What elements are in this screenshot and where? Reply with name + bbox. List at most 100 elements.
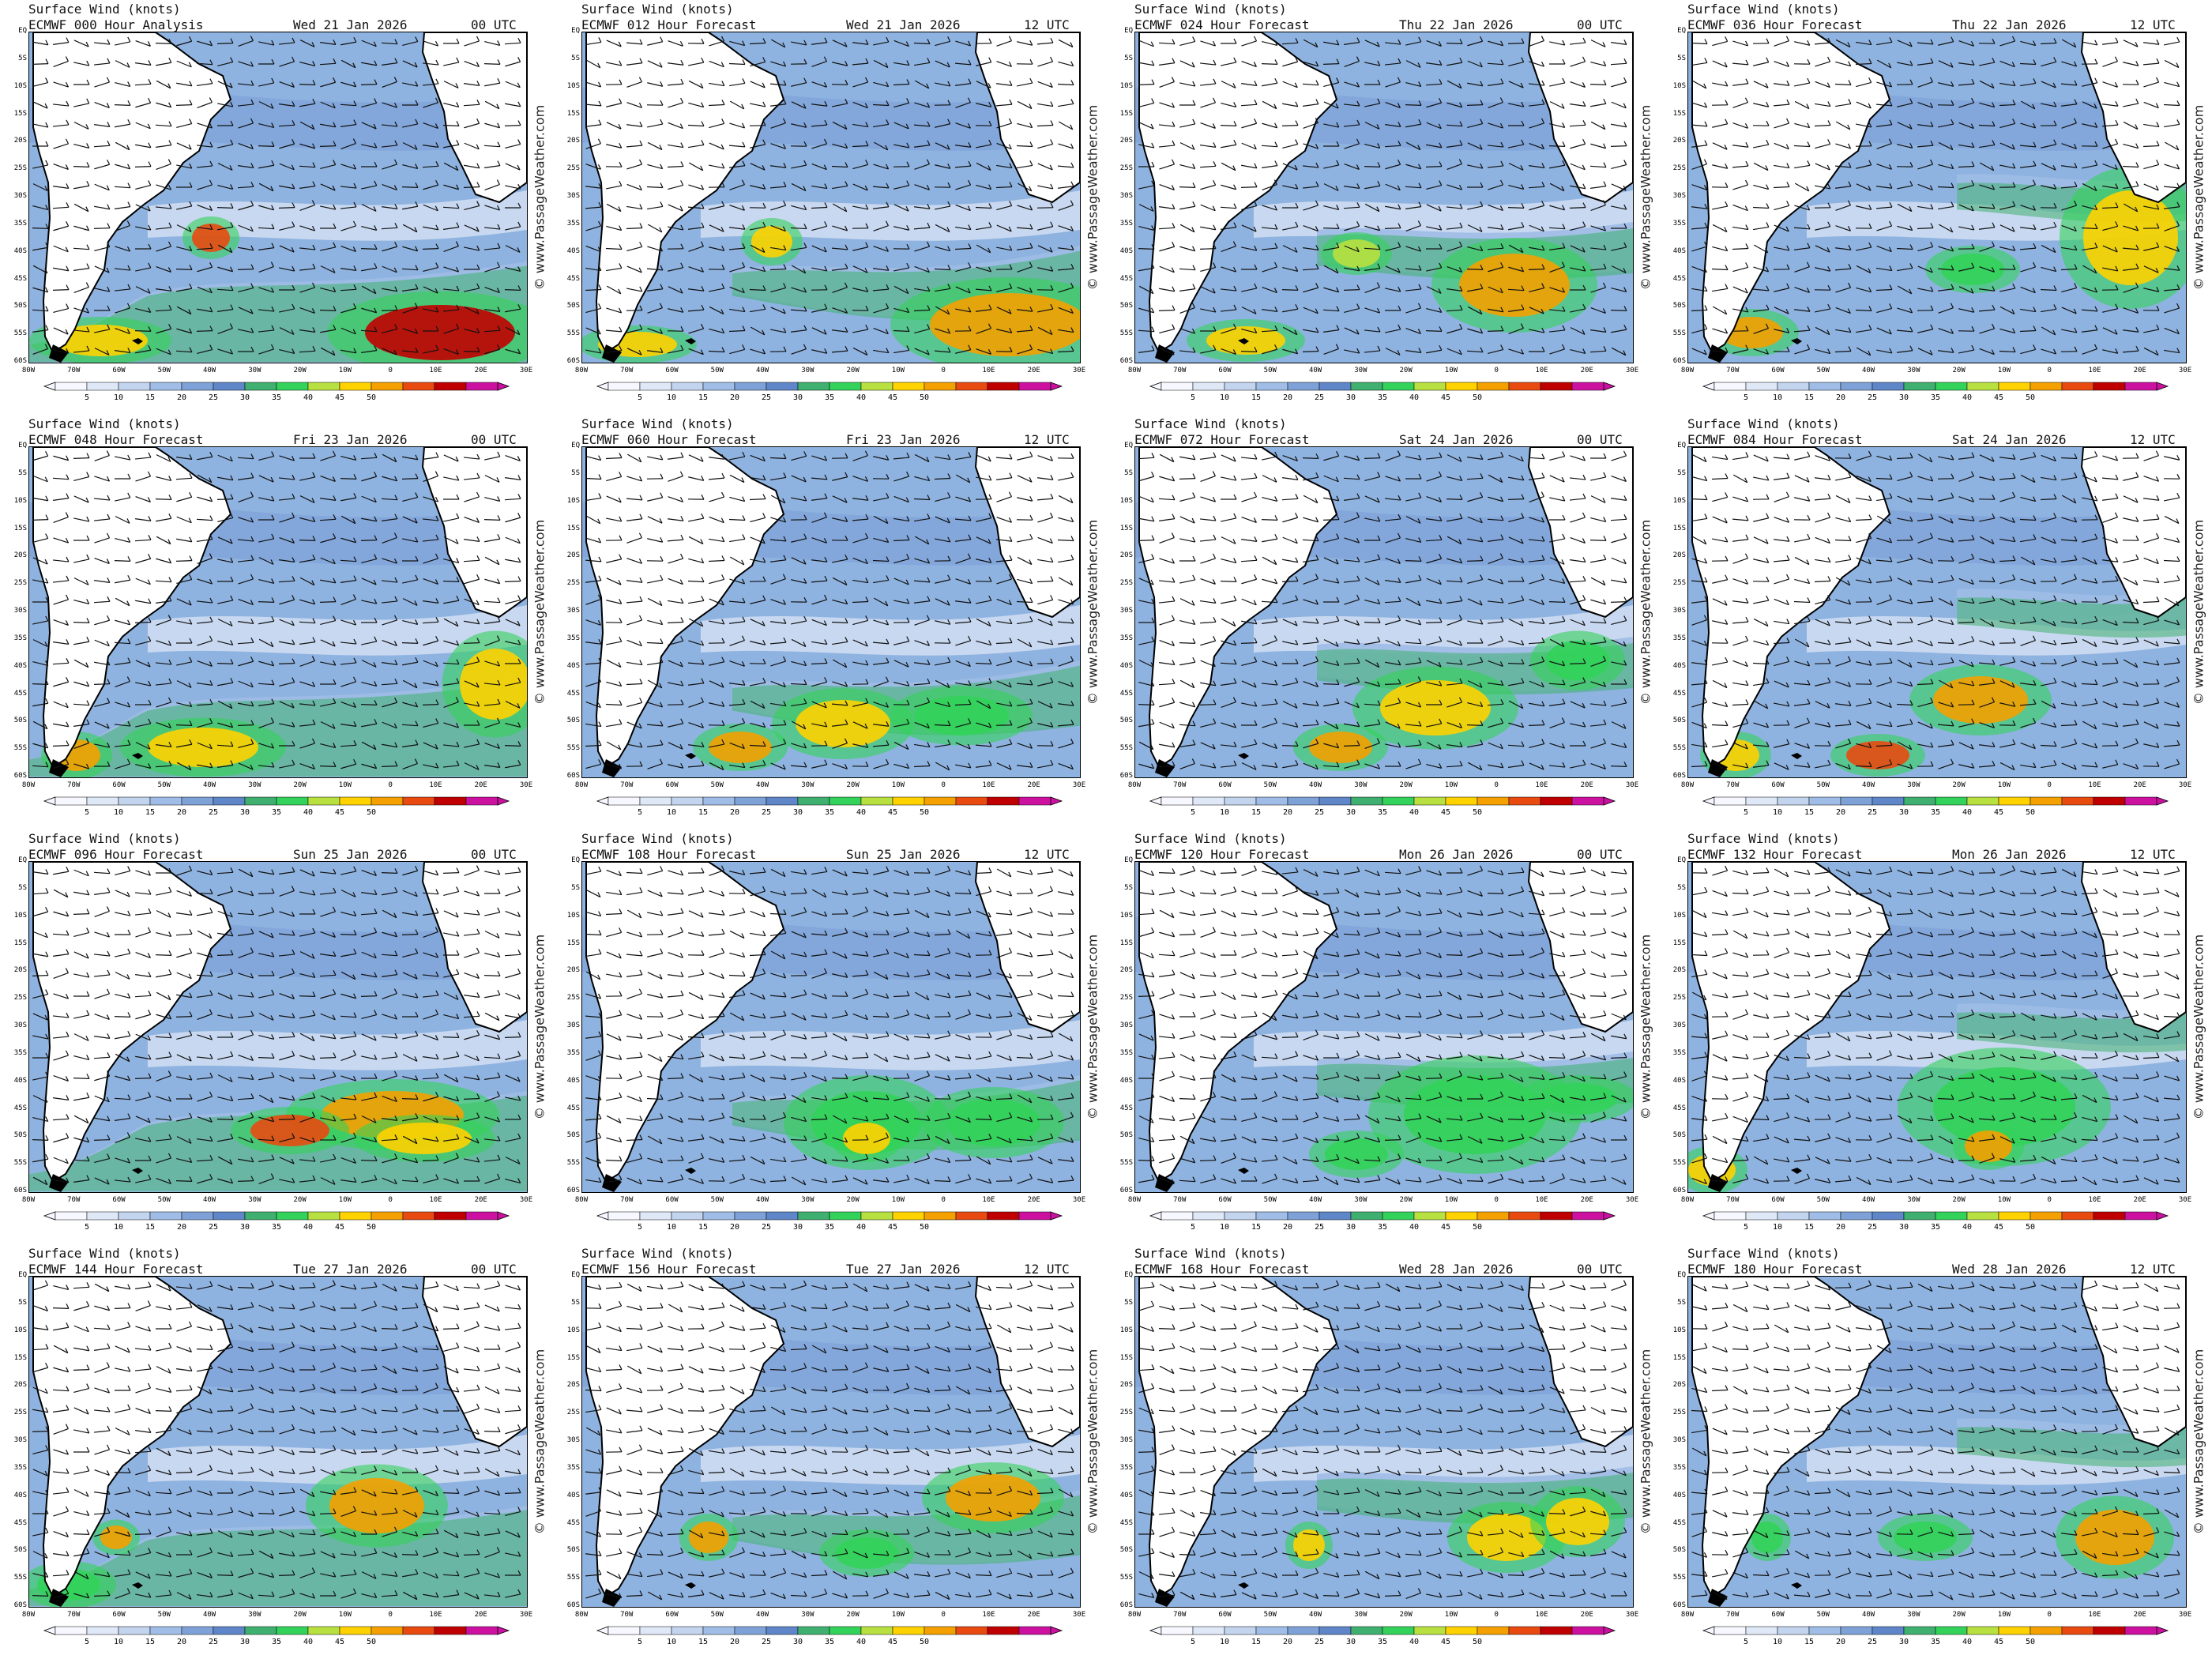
wind-barb <box>279 681 295 687</box>
wind-barb <box>217 61 233 67</box>
wind-barb <box>1774 61 1789 67</box>
africa-landmass <box>421 32 527 204</box>
wind-barb-flag <box>1480 182 1484 188</box>
longitude-label: 0 <box>388 367 393 374</box>
wind-barb-flag <box>497 141 501 147</box>
wind-barb <box>299 495 315 503</box>
wind-barb-flag <box>782 226 786 231</box>
wind-barb <box>484 640 500 646</box>
wind-barb <box>2082 82 2097 87</box>
wind-barb <box>1835 61 1851 67</box>
wind-barb <box>340 702 356 708</box>
wind-barb-flag <box>1603 327 1607 333</box>
wind-barb <box>176 496 192 502</box>
wind-barb-flag <box>1151 326 1155 332</box>
wind-barb-flag <box>1150 41 1154 47</box>
wind-barb <box>791 497 807 502</box>
wind-barb <box>53 763 69 769</box>
wind-barb <box>811 103 827 107</box>
wind-barb <box>2164 246 2180 252</box>
longitude-label: 10W <box>338 367 352 374</box>
wind-barb-flag <box>1992 57 1996 63</box>
wind-barb-flag <box>1274 224 1278 230</box>
wind-barb <box>1712 164 1728 169</box>
wind-barb <box>2143 183 2159 191</box>
wind-barb-flag <box>45 743 49 749</box>
wind-barb-flag <box>1745 40 1749 47</box>
wind-barb <box>1691 80 1707 89</box>
wind-barb-flag <box>2012 201 2016 207</box>
wind-barb <box>155 124 172 127</box>
wind-barb <box>1446 206 1463 209</box>
wind-barb-flag <box>680 307 684 313</box>
wind-barb-flag <box>1951 265 1954 271</box>
wind-barb <box>1611 42 1627 45</box>
wind-barb <box>237 539 254 542</box>
wind-barb-flag <box>1458 159 1462 164</box>
wind-barb <box>585 186 601 189</box>
wind-barb-flag <box>1213 179 1217 186</box>
wind-barb-flag <box>1377 162 1381 167</box>
wind-barb <box>1938 60 1954 68</box>
wind-barb-flag <box>45 660 49 666</box>
wind-barb <box>1793 329 1811 333</box>
wind-barb-flag <box>597 138 601 145</box>
wind-barb <box>1200 286 1216 294</box>
wind-barb-flag <box>1171 349 1175 356</box>
wind-barb-flag <box>517 82 521 88</box>
wind-barb <box>279 143 295 149</box>
wind-barb <box>361 723 377 728</box>
wind-barb-flag <box>741 179 745 186</box>
wind-barb-flag <box>229 348 234 355</box>
wind-barb-flag <box>1785 61 1789 67</box>
wind-barb-flag <box>45 77 49 83</box>
wind-barb-flag <box>127 619 131 626</box>
wind-barb-flag <box>1521 203 1525 209</box>
wind-barb-flag <box>106 641 110 647</box>
wind-barb-flag <box>742 325 746 331</box>
wind-barb <box>750 454 766 462</box>
wind-barb-flag <box>1868 160 1872 166</box>
wind-barb-flag <box>496 179 500 185</box>
wind-barb <box>791 538 807 543</box>
wind-barb <box>443 600 459 604</box>
wind-barb <box>2102 81 2118 88</box>
wind-barb-flag <box>393 102 398 108</box>
wind-barb-flag <box>1191 303 1195 308</box>
wind-barb <box>505 143 521 149</box>
wind-barb-flag <box>517 456 521 461</box>
wind-barb <box>585 455 601 461</box>
wind-barb-flag <box>66 740 70 746</box>
wind-barb <box>1487 62 1504 66</box>
wind-barb-flag <box>1070 453 1074 459</box>
wind-barb <box>1569 124 1586 127</box>
wind-barb-flag <box>271 660 275 667</box>
wind-barb-flag <box>1050 202 1054 209</box>
wind-barb-flag <box>1377 79 1381 85</box>
wind-barb-flag <box>229 82 233 88</box>
wind-barb <box>1896 329 1913 333</box>
wind-barb <box>320 537 336 544</box>
wind-barb-flag <box>353 201 357 208</box>
wind-barb-flag <box>844 497 848 503</box>
wind-barb-flag <box>126 518 130 524</box>
wind-barb <box>1732 349 1748 354</box>
wind-barb-flag <box>803 325 807 331</box>
wind-barb <box>1732 102 1748 108</box>
wind-barb-flag <box>455 323 460 329</box>
wind-barb-flag <box>1070 346 1074 352</box>
wind-barb <box>2122 247 2139 250</box>
wind-barb <box>1691 288 1707 292</box>
wind-barb <box>1323 81 1339 88</box>
wind-barb-flag <box>476 517 480 523</box>
wind-barb <box>668 496 683 502</box>
wind-barb <box>238 165 254 168</box>
wind-barb-flag <box>1806 186 1810 192</box>
wind-barb-flag <box>497 616 501 622</box>
forecast-time: 00 UTC <box>471 17 517 32</box>
wind-barb-flag <box>434 496 439 502</box>
wind-barb <box>73 268 89 271</box>
wind-barb <box>1261 247 1278 250</box>
wind-barb <box>1549 287 1565 293</box>
wind-barb-flag <box>1049 538 1053 544</box>
